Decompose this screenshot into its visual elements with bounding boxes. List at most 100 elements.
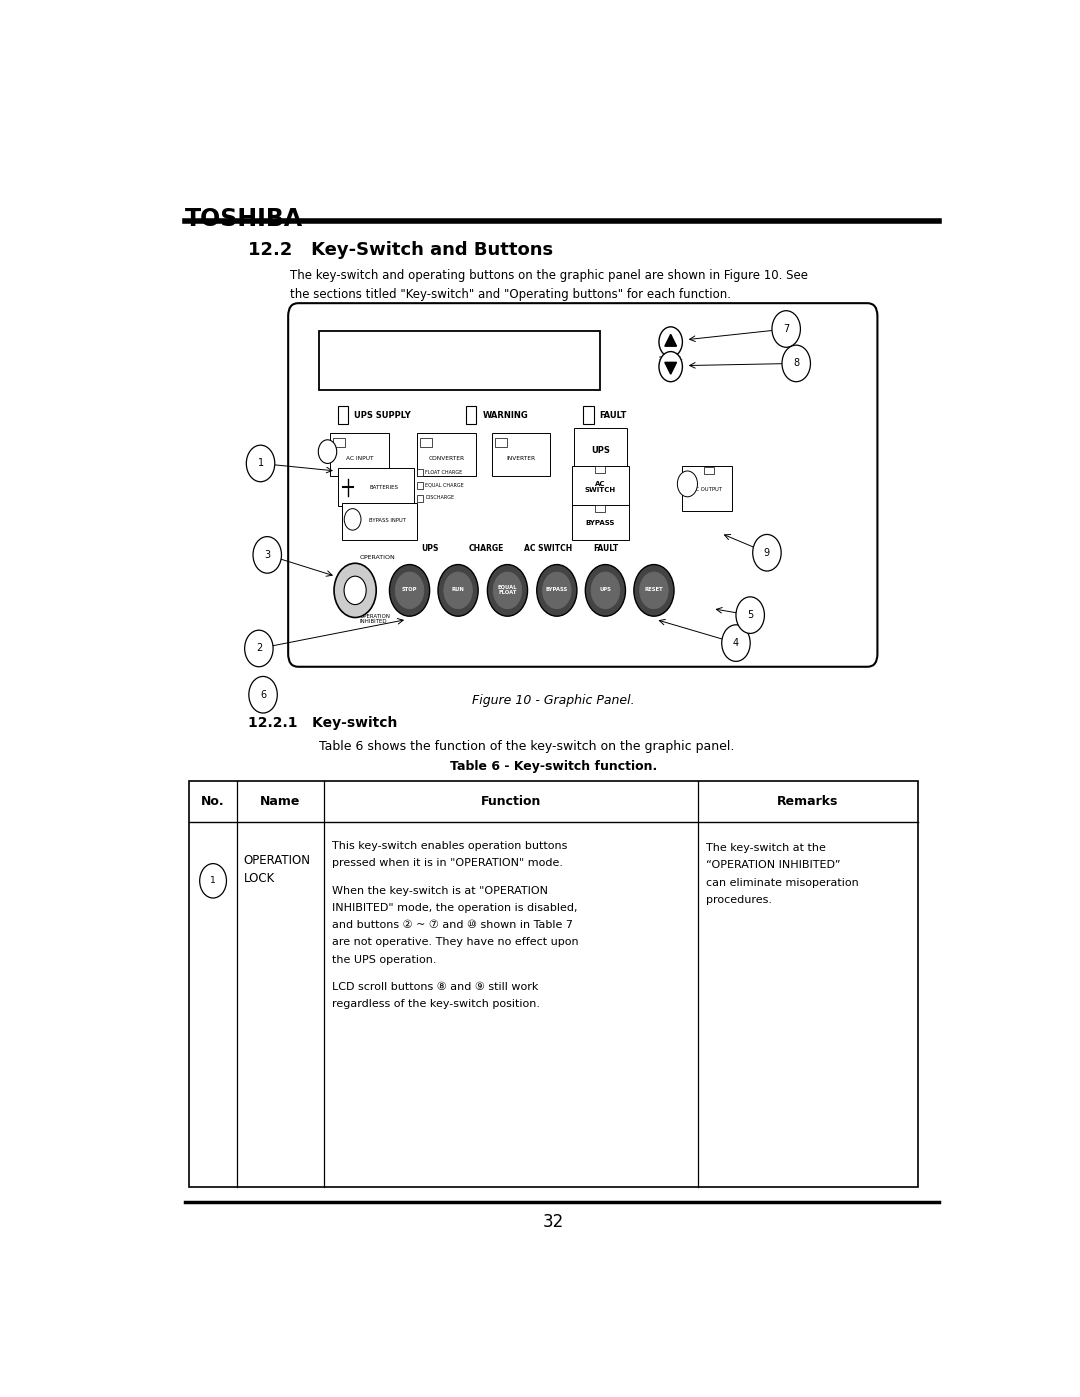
Text: 12.2.1   Key-switch: 12.2.1 Key-switch xyxy=(248,717,397,731)
FancyBboxPatch shape xyxy=(288,303,877,666)
Text: AC INPUT: AC INPUT xyxy=(346,455,373,461)
Text: STOP: STOP xyxy=(402,587,417,592)
Text: UPS: UPS xyxy=(421,543,438,553)
Circle shape xyxy=(246,446,274,482)
Circle shape xyxy=(591,573,620,609)
Text: Table 6 - Key-switch function.: Table 6 - Key-switch function. xyxy=(450,760,657,774)
Text: 8: 8 xyxy=(793,359,799,369)
Text: 32: 32 xyxy=(543,1213,564,1231)
Text: The key-switch at the: The key-switch at the xyxy=(706,844,826,854)
Text: No.: No. xyxy=(201,795,225,807)
Bar xyxy=(583,407,594,423)
Circle shape xyxy=(334,563,376,617)
Text: “OPERATION INHIBITED”: “OPERATION INHIBITED” xyxy=(706,861,840,870)
Circle shape xyxy=(659,327,683,358)
Text: can eliminate misoperation: can eliminate misoperation xyxy=(706,877,859,887)
Text: OPERATION: OPERATION xyxy=(360,555,395,560)
Text: Name: Name xyxy=(260,795,300,807)
Text: LCD scroll buttons ⑧ and ⑨ still work: LCD scroll buttons ⑧ and ⑨ still work xyxy=(333,982,539,992)
Text: OPERATION
INHIBITED: OPERATION INHIBITED xyxy=(360,615,390,624)
Text: EQUAL
FLOAT: EQUAL FLOAT xyxy=(498,584,517,595)
Text: 3: 3 xyxy=(265,550,270,560)
Bar xyxy=(491,433,550,476)
Text: Table 6 shows the function of the key-switch on the graphic panel.: Table 6 shows the function of the key-sw… xyxy=(320,740,734,753)
Circle shape xyxy=(319,440,337,464)
Bar xyxy=(495,437,507,447)
Bar xyxy=(465,407,476,423)
Circle shape xyxy=(438,564,478,616)
Polygon shape xyxy=(665,334,676,346)
Text: BYPASS: BYPASS xyxy=(585,520,615,525)
Bar xyxy=(338,468,414,507)
Text: FLOAT CHARGE: FLOAT CHARGE xyxy=(426,469,462,475)
Text: EQUAL CHARGE: EQUAL CHARGE xyxy=(426,482,464,488)
Bar xyxy=(417,482,423,489)
Circle shape xyxy=(659,352,683,381)
Circle shape xyxy=(487,564,527,616)
Polygon shape xyxy=(665,362,676,374)
Text: pressed when it is in "OPERATION" mode.: pressed when it is in "OPERATION" mode. xyxy=(333,858,564,868)
Circle shape xyxy=(200,863,227,898)
Text: WARNING: WARNING xyxy=(483,411,528,419)
Text: 7: 7 xyxy=(783,324,789,334)
Text: AC OUTPUT: AC OUTPUT xyxy=(691,486,721,492)
Text: 4: 4 xyxy=(733,638,739,648)
Text: regardless of the key-switch position.: regardless of the key-switch position. xyxy=(333,999,540,1010)
Bar xyxy=(704,467,714,474)
Text: 9: 9 xyxy=(764,548,770,557)
Text: 2: 2 xyxy=(256,644,262,654)
Text: BYPASS: BYPASS xyxy=(545,587,568,592)
Circle shape xyxy=(444,573,472,609)
Bar xyxy=(417,433,475,476)
Text: Figure 10 - Graphic Panel.: Figure 10 - Graphic Panel. xyxy=(472,694,635,707)
Circle shape xyxy=(542,573,571,609)
Bar xyxy=(338,407,349,423)
Circle shape xyxy=(248,676,278,712)
Text: FAULT: FAULT xyxy=(593,543,618,553)
Circle shape xyxy=(390,564,430,616)
Text: the UPS operation.: the UPS operation. xyxy=(333,954,437,964)
Bar xyxy=(681,465,732,511)
Text: CHARGE: CHARGE xyxy=(469,543,504,553)
Circle shape xyxy=(735,597,765,633)
Circle shape xyxy=(494,573,522,609)
Text: CONVERTER: CONVERTER xyxy=(429,455,464,461)
Bar xyxy=(334,437,346,447)
Text: INHIBITED" mode, the operation is disabled,: INHIBITED" mode, the operation is disabl… xyxy=(333,902,578,914)
Circle shape xyxy=(677,471,698,497)
Circle shape xyxy=(753,535,781,571)
Text: Remarks: Remarks xyxy=(777,795,838,807)
Text: INVERTER: INVERTER xyxy=(507,455,536,461)
Bar xyxy=(341,503,417,539)
Text: BYPASS INPUT: BYPASS INPUT xyxy=(369,518,406,522)
Text: OPERATION
LOCK: OPERATION LOCK xyxy=(243,854,310,884)
Text: BATTERIES: BATTERIES xyxy=(370,485,399,489)
Text: 1: 1 xyxy=(257,458,264,468)
Circle shape xyxy=(395,573,423,609)
Circle shape xyxy=(537,564,577,616)
Bar xyxy=(420,437,432,447)
Text: procedures.: procedures. xyxy=(706,895,772,905)
Circle shape xyxy=(639,573,669,609)
Bar xyxy=(595,506,606,511)
Text: The key-switch and operating buttons on the graphic panel are shown in Figure 10: The key-switch and operating buttons on … xyxy=(289,268,808,300)
Circle shape xyxy=(585,564,625,616)
Text: This key-switch enables operation buttons: This key-switch enables operation button… xyxy=(333,841,568,851)
Text: UPS SUPPLY: UPS SUPPLY xyxy=(354,411,411,419)
Text: Function: Function xyxy=(481,795,541,807)
Text: DISCHARGE: DISCHARGE xyxy=(426,496,455,500)
Text: RESET: RESET xyxy=(645,587,663,592)
Bar xyxy=(595,465,606,474)
Text: 1: 1 xyxy=(211,876,216,886)
Text: and buttons ② ~ ⑦ and ⑩ shown in Table 7: and buttons ② ~ ⑦ and ⑩ shown in Table 7 xyxy=(333,921,573,930)
Circle shape xyxy=(345,576,366,605)
Bar xyxy=(417,469,423,476)
Bar xyxy=(573,427,627,475)
Bar xyxy=(572,506,629,539)
Text: are not operative. They have no effect upon: are not operative. They have no effect u… xyxy=(333,937,579,947)
Text: FAULT: FAULT xyxy=(599,411,626,419)
Text: UPS: UPS xyxy=(591,446,610,455)
Text: TOSHIBA: TOSHIBA xyxy=(186,207,303,232)
Circle shape xyxy=(634,564,674,616)
Text: 6: 6 xyxy=(260,690,266,700)
